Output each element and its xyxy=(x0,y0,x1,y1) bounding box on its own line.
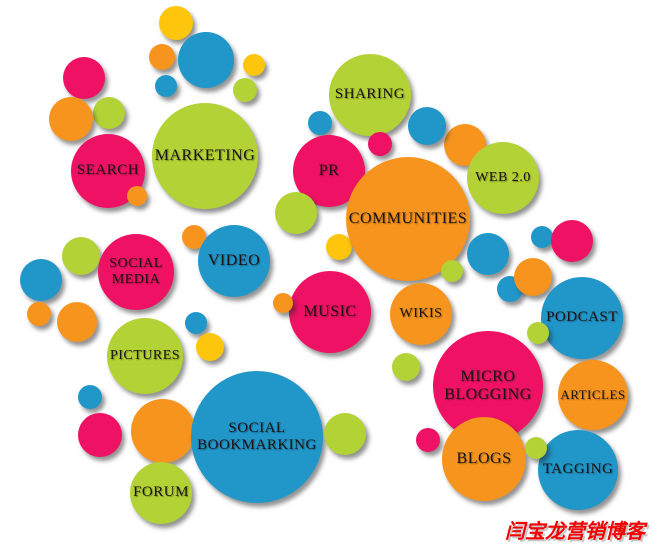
bubble-label: SOCIAL xyxy=(109,255,163,271)
dot-orange-5 xyxy=(514,258,552,296)
bubble-tagging: TAGGING xyxy=(538,430,618,510)
bubble-blogs: BLOGS xyxy=(442,417,526,501)
bubble-label: SOCIAL xyxy=(228,419,286,436)
bubble-label: WIKIS xyxy=(399,305,443,321)
dot-green-9 xyxy=(525,437,547,459)
dot-green-2 xyxy=(93,97,125,129)
dot-blue-4 xyxy=(408,107,446,145)
bubble-search: SEARCH xyxy=(71,134,145,208)
bubble-video: VIDEO xyxy=(198,225,270,297)
dot-pink-3 xyxy=(551,220,593,262)
bubble-label: PR xyxy=(318,161,340,179)
dot-orange-9 xyxy=(273,293,293,313)
bubble-label: SEARCH xyxy=(76,162,140,179)
dot-orange-3 xyxy=(127,186,147,206)
bubble-label: WEB 2.0 xyxy=(475,169,531,185)
bubble-label: BLOGGING xyxy=(444,386,532,403)
dot-green-8 xyxy=(527,322,549,344)
dot-blue-3 xyxy=(308,111,332,135)
dot-yellow-4 xyxy=(196,333,224,361)
bubble-marketing: MARKETING xyxy=(152,103,258,209)
bubble-social-media: SOCIAL MEDIA xyxy=(98,234,174,310)
dot-blue-9 xyxy=(185,312,207,334)
bubble-podcast: PODCAST xyxy=(541,277,623,359)
bubble-micro-blogging: MICRO BLOGGING xyxy=(433,331,543,441)
bubble-social-bookmarking: SOCIAL BOOKMARKING xyxy=(191,371,323,503)
bubble-label: BLOGS xyxy=(456,449,512,467)
bubble-music: MUSIC xyxy=(289,271,371,353)
bubble-web20: WEB 2.0 xyxy=(467,142,539,214)
dot-green-7 xyxy=(392,353,420,381)
bubble-label: MICRO xyxy=(460,367,516,385)
bubble-label: MARKETING xyxy=(154,146,256,164)
dot-green-6 xyxy=(324,413,366,455)
dot-green-1 xyxy=(233,78,257,102)
dot-green-3 xyxy=(275,192,317,234)
dot-orange-2 xyxy=(49,97,93,141)
dot-blue-1 xyxy=(178,32,234,88)
dot-blue-8 xyxy=(20,259,62,301)
dot-orange-7 xyxy=(27,302,51,326)
dot-pink-1 xyxy=(63,57,105,99)
dot-blue-7 xyxy=(531,226,553,248)
dot-blue-5 xyxy=(467,233,509,275)
bubble-label: SHARING xyxy=(334,86,406,103)
bubble-articles: ARTICLES xyxy=(558,360,628,430)
dot-pink-5 xyxy=(416,428,440,452)
dot-pink-4 xyxy=(78,413,122,457)
dot-orange-1 xyxy=(149,44,175,70)
watermark: 闫宝龙营销博客 xyxy=(505,519,645,543)
bubble-label: BOOKMARKING xyxy=(197,437,317,453)
dot-green-4 xyxy=(441,260,463,282)
bubble-forum: FORUM xyxy=(130,462,192,524)
bubble-label: ARTICLES xyxy=(560,386,626,402)
bubble-wikis: WIKIS xyxy=(390,283,452,345)
dot-blue-2 xyxy=(155,75,177,97)
dot-blue-10 xyxy=(78,385,102,409)
bubble-label: MUSIC xyxy=(303,302,357,320)
dot-orange-8 xyxy=(57,302,97,342)
dot-orange-10 xyxy=(131,399,195,463)
dot-pink-2 xyxy=(368,132,392,156)
dot-yellow-2 xyxy=(243,54,265,76)
dot-yellow-3 xyxy=(326,234,352,260)
bubble-label: MEDIA xyxy=(111,272,161,287)
bubble-label: COMMUNITIES xyxy=(348,209,468,227)
bubble-sharing: SHARING xyxy=(329,54,411,136)
dot-yellow-1 xyxy=(159,6,193,40)
bubble-label: PODCAST xyxy=(546,309,618,326)
bubble-label: FORUM xyxy=(133,484,189,501)
bubble-label: VIDEO xyxy=(207,251,261,269)
bubble-label: TAGGING xyxy=(542,461,614,478)
bubble-label: PICTURES xyxy=(109,347,181,363)
bubble-pictures: PICTURES xyxy=(107,318,183,394)
dot-green-5 xyxy=(62,237,100,275)
